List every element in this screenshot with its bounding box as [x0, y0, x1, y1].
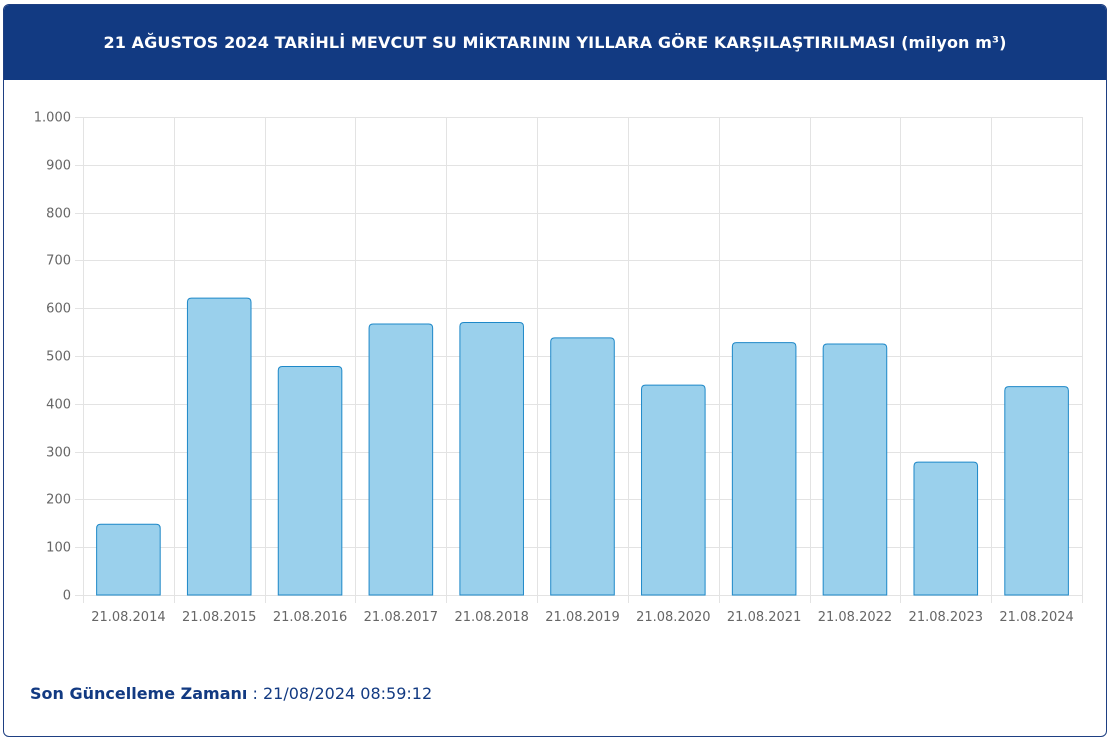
chart-title: 21 AĞUSTOS 2024 TARİHLİ MEVCUT SU MİKTAR… — [103, 33, 1007, 52]
card-header: 21 AĞUSTOS 2024 TARİHLİ MEVCUT SU MİKTAR… — [4, 5, 1106, 80]
bar-21.08.2014[interactable] — [96, 523, 161, 596]
y-tick-label: 0 — [63, 589, 71, 604]
y-tick-label: 800 — [46, 207, 71, 222]
last-update: Son Güncelleme Zamanı : 21/08/2024 08:59… — [30, 684, 432, 703]
y-tick-label: 500 — [46, 350, 71, 365]
bar-21.08.2017[interactable] — [368, 323, 434, 596]
y-tick-label: 100 — [46, 541, 71, 556]
x-tick-label: 21.08.2018 — [454, 610, 528, 625]
bar-21.08.2022[interactable] — [822, 343, 888, 596]
y-tick-label: 600 — [46, 302, 71, 317]
last-update-label: Son Güncelleme Zamanı — [30, 684, 248, 703]
y-tick-label: 400 — [46, 398, 71, 413]
x-tick-label: 21.08.2016 — [273, 610, 347, 625]
bar-21.08.2016[interactable] — [277, 366, 343, 596]
bar-21.08.2015[interactable] — [186, 297, 252, 596]
bar-21.08.2020[interactable] — [641, 384, 706, 596]
bar-21.08.2024[interactable] — [1004, 386, 1069, 596]
bar-21.08.2019[interactable] — [550, 337, 615, 596]
last-update-separator: : — [247, 684, 263, 703]
bar-21.08.2021[interactable] — [731, 342, 797, 596]
x-tick-label: 21.08.2020 — [636, 610, 710, 625]
y-tick-label: 1.000 — [34, 111, 71, 126]
x-tick-label: 21.08.2024 — [999, 610, 1073, 625]
y-tick-label: 700 — [46, 254, 71, 269]
bar-21.08.2023[interactable] — [913, 461, 979, 596]
x-tick-label: 21.08.2015 — [182, 610, 256, 625]
x-tick-label: 21.08.2021 — [727, 610, 801, 625]
x-tick-label: 21.08.2014 — [91, 610, 165, 625]
last-update-timestamp: 21/08/2024 08:59:12 — [262, 684, 433, 703]
bar-21.08.2018[interactable] — [459, 322, 524, 596]
x-tick-label: 21.08.2022 — [818, 610, 892, 625]
x-tick-label: 21.08.2019 — [545, 610, 619, 625]
y-tick-label: 900 — [46, 159, 71, 174]
x-tick-label: 21.08.2023 — [909, 610, 983, 625]
x-tick-label: 21.08.2017 — [364, 610, 438, 625]
y-tick-label: 300 — [46, 446, 71, 461]
y-tick-label: 200 — [46, 493, 71, 508]
